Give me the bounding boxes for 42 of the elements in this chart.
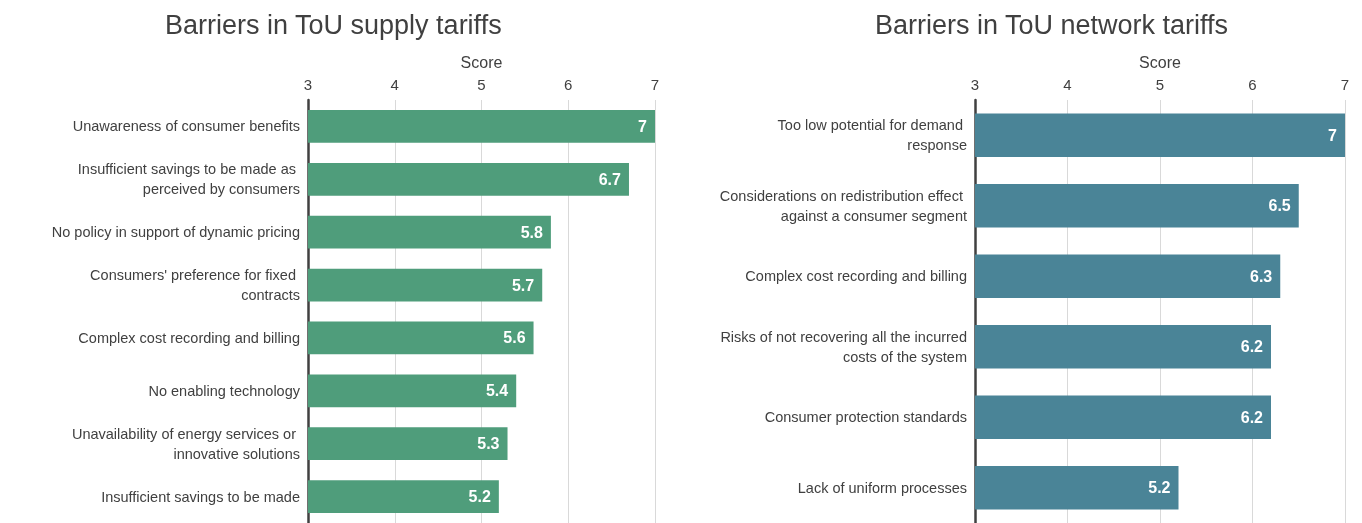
y-tick-label: Too low potential for demand response <box>777 117 967 154</box>
x-tick-label: 6 <box>1248 76 1257 93</box>
data-label: 5.2 <box>468 488 491 506</box>
data-label: 5.8 <box>520 223 543 241</box>
chart-title: Barriers in ToU supply tariffs <box>165 9 502 40</box>
chart-title: Barriers in ToU network tariffs <box>875 9 1229 40</box>
x-axis-title: Score <box>460 53 503 71</box>
x-tick-label: 5 <box>1155 76 1165 93</box>
x-axis-title: Score <box>1139 53 1181 71</box>
y-tick-label: Insufficient savings to be made as perceived by consumers <box>77 161 300 198</box>
y-tick-label: Consumer protection standards <box>764 409 967 426</box>
y-tick-label: Complex cost recording and billing <box>745 268 967 285</box>
x-tick-label: 7 <box>1340 76 1350 93</box>
x-tick-label: 6 <box>564 76 573 93</box>
data-label: 6.7 <box>598 170 622 188</box>
y-tick-label: No policy in support of dynamic pricing <box>51 224 300 241</box>
y-tick-label: Complex cost recording and billing <box>78 329 300 346</box>
data-label: 6.5 <box>1268 197 1291 215</box>
y-tick-label: Consumers' preference for fixed contracts <box>90 267 300 304</box>
x-tick-label: 4 <box>390 76 399 93</box>
y-tick-label: Unawareness of consumer benefits <box>72 118 300 135</box>
data-label: 5.6 <box>503 329 526 347</box>
y-tick-label: Lack of uniform processes <box>797 479 967 496</box>
y-tick-label: Risks of not recovering all the incurred costs of the system <box>720 328 967 365</box>
data-label: 7 <box>1328 126 1338 144</box>
x-tick-label: 3 <box>303 76 313 93</box>
data-label: 5.4 <box>485 382 509 400</box>
y-tick-label: Considerations on redistribution effect against a consumer segment <box>719 187 967 224</box>
y-tick-label: No enabling technology <box>148 382 301 399</box>
data-label: 6.2 <box>1240 408 1264 426</box>
data-label: 5.2 <box>1148 479 1171 497</box>
data-label: 5.7 <box>511 276 535 294</box>
x-tick-label: 3 <box>970 76 980 93</box>
x-tick-label: 7 <box>650 76 660 93</box>
data-label: 5.3 <box>477 435 500 453</box>
y-tick-label: Unavailability of energy services or innovative solutions <box>71 425 300 462</box>
x-tick-label: 5 <box>477 76 486 93</box>
data-label: 6.2 <box>1240 338 1264 356</box>
data-label: 6.3 <box>1250 267 1273 285</box>
x-tick-label: 4 <box>1063 76 1072 93</box>
y-tick-label: Insufficient savings to be made <box>101 488 300 505</box>
data-label: 7 <box>638 117 648 135</box>
